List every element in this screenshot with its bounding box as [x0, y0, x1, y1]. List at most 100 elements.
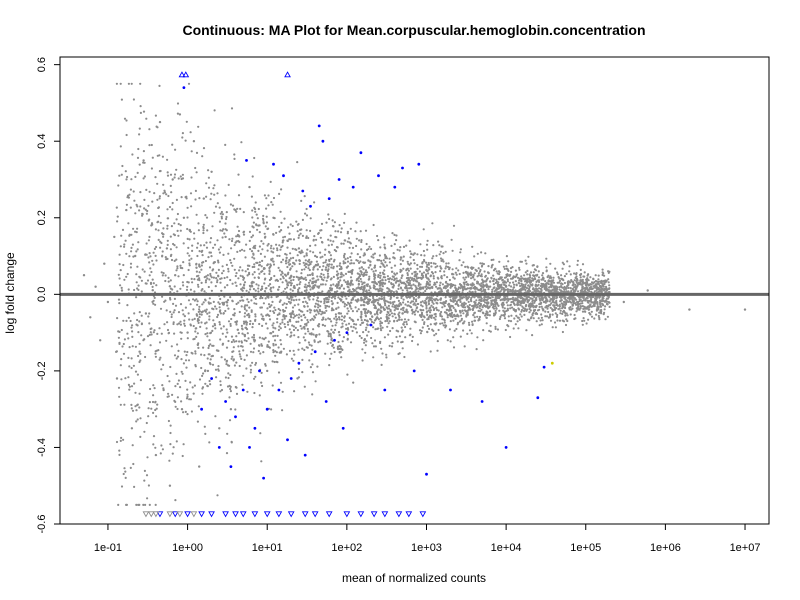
background-gene-point: [196, 246, 199, 249]
background-gene-point: [161, 232, 164, 235]
background-gene-point: [431, 272, 435, 275]
background-gene-point: [416, 263, 419, 267]
background-gene-point: [369, 263, 372, 266]
background-gene-point: [246, 268, 249, 271]
background-gene-point: [221, 229, 224, 232]
background-gene-point: [298, 308, 301, 311]
background-gene-point: [387, 304, 390, 307]
background-gene-point: [317, 232, 320, 235]
background-gene-point: [513, 291, 517, 294]
background-gene-point: [373, 264, 377, 267]
background-gene-point: [292, 328, 296, 332]
background-gene-point: [445, 265, 448, 268]
background-gene-point: [429, 274, 432, 277]
background-gene-point: [511, 277, 514, 280]
background-gene-point: [254, 315, 257, 318]
background-gene-point: [554, 326, 558, 329]
background-gene-point: [492, 280, 495, 283]
background-gene-point: [563, 275, 567, 278]
background-gene-point: [395, 296, 398, 299]
background-gene-point: [461, 289, 464, 292]
background-gene-point: [120, 485, 124, 488]
background-gene-point: [189, 192, 193, 195]
background-gene-point: [337, 296, 340, 299]
background-gene-point: [330, 243, 333, 246]
background-gene-point: [360, 285, 363, 288]
background-gene-point: [321, 283, 324, 286]
background-gene-point: [280, 343, 283, 346]
background-gene-point: [554, 312, 557, 315]
background-gene-point: [213, 243, 217, 246]
background-gene-point: [593, 286, 597, 289]
background-gene-point: [151, 285, 154, 288]
background-gene-point: [180, 358, 183, 361]
background-gene-point: [420, 274, 423, 277]
background-gene-point: [425, 287, 428, 291]
background-gene-point: [563, 281, 567, 285]
background-gene-point: [167, 419, 170, 423]
background-gene-point: [195, 327, 198, 330]
background-gene-point: [179, 320, 182, 323]
background-gene-point: [388, 280, 391, 283]
background-gene-point: [355, 331, 358, 334]
background-gene-point: [452, 224, 456, 227]
background-gene-point: [239, 283, 242, 286]
background-gene-point: [116, 215, 119, 218]
background-gene-point: [390, 312, 393, 315]
background-gene-point: [396, 307, 399, 311]
background-gene-point: [216, 192, 219, 195]
background-gene-point: [377, 318, 380, 321]
background-gene-point: [165, 193, 168, 196]
background-gene-point: [377, 308, 380, 311]
background-gene-point: [576, 278, 579, 281]
background-gene-point: [467, 309, 470, 312]
background-gene-point: [267, 194, 270, 197]
background-gene-point: [431, 222, 434, 225]
background-gene-point: [186, 216, 189, 219]
background-gene-point: [440, 288, 443, 291]
background-gene-point: [409, 267, 412, 270]
background-gene-point: [508, 284, 511, 287]
background-gene-point: [404, 336, 407, 339]
background-gene-point: [399, 258, 402, 261]
background-gene-point: [439, 270, 442, 273]
background-gene-point: [516, 320, 519, 323]
background-gene-point: [346, 230, 349, 233]
background-gene-point: [254, 289, 257, 292]
background-gene-point: [430, 296, 433, 299]
background-gene-point: [360, 273, 363, 276]
background-gene-point: [254, 210, 257, 213]
background-gene-point: [333, 221, 336, 224]
background-gene-point: [194, 189, 197, 192]
background-gene-point: [269, 263, 272, 266]
background-gene-point: [560, 299, 563, 302]
background-gene-point: [439, 250, 442, 253]
background-gene-point: [480, 251, 483, 254]
background-gene-point: [449, 285, 453, 288]
background-gene-point: [432, 277, 435, 280]
background-gene-point: [464, 276, 468, 279]
background-gene-point: [442, 252, 445, 255]
background-gene-point: [245, 339, 248, 343]
background-gene-point: [430, 316, 433, 319]
background-gene-point: [488, 310, 492, 313]
background-gene-point: [237, 332, 240, 335]
background-gene-point: [175, 218, 178, 221]
background-gene-point: [187, 246, 190, 249]
background-gene-point: [290, 357, 293, 360]
background-gene-point: [460, 304, 463, 307]
background-gene-point: [561, 312, 564, 315]
background-gene-point: [354, 306, 357, 309]
background-gene-point: [606, 303, 609, 306]
background-gene-point: [143, 175, 146, 178]
background-gene-point: [179, 331, 182, 334]
background-gene-point: [230, 247, 233, 250]
background-gene-point: [349, 301, 352, 304]
background-gene-point: [151, 278, 154, 281]
background-gene-point: [572, 300, 575, 304]
background-gene-point: [219, 312, 222, 315]
background-gene-point: [139, 417, 142, 420]
background-gene-point: [272, 233, 275, 236]
background-gene-point: [434, 271, 437, 274]
background-gene-point: [255, 283, 258, 286]
